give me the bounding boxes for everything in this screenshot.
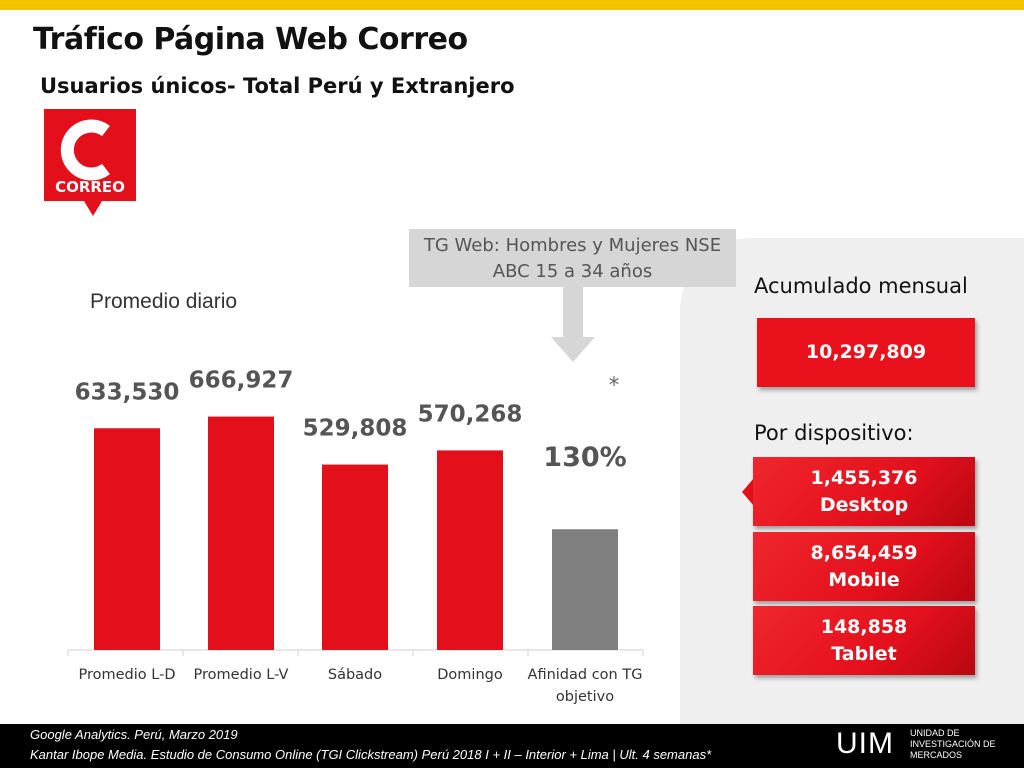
device-label: Por dispositivo: [754,421,914,445]
device-name: Desktop [819,494,909,516]
data-label: 633,530 [75,379,180,405]
uim-brand-text: UNIDAD DE INVESTIGACIÓN DE MERCADOS [910,728,996,761]
data-label: 529,808 [303,416,408,442]
device-box-desktop: 1,455,376 Desktop [753,457,975,526]
top-accent-bar [0,0,1024,10]
logo-letter-c [60,119,110,181]
category-label: Domingo [437,667,503,683]
data-label: 130% [543,442,626,473]
bar-4 [437,450,503,650]
logo-text: CORREO [55,178,125,196]
category-label: Sábado [328,667,382,683]
bar-3 [322,464,388,650]
device-value: 1,455,376 [810,467,918,489]
callout-line-2: ABC 15 a 34 años [492,261,653,282]
device-box-tablet: 148,858 Tablet [753,606,975,675]
monthly-total-box: 10,297,809 [757,318,975,387]
footer-source-1: Google Analytics. Perú, Marzo 2019 [30,727,238,742]
footer: Google Analytics. Perú, Marzo 2019 Kanta… [0,724,1024,768]
device-name: Mobile [828,569,900,591]
bar-2 [208,416,274,650]
uim-brand-line: INVESTIGACIÓN DE [910,739,996,749]
category-label: objetivo [556,689,614,705]
page-title: Tráfico Página Web Correo [33,22,468,57]
callout-down-arrow-icon [551,287,595,362]
target-group-callout: TG Web: Hombres y Mujeres NSE ABC 15 a 3… [409,229,736,287]
category-label: Promedio L-V [194,667,289,683]
bar-affinity [552,529,618,650]
bar-1 [94,428,160,650]
chart-title: Promedio diario [90,290,238,313]
logo-speech-tail [84,201,102,216]
page-subtitle: Usuarios únicos- Total Perú y Extranjero [40,74,515,98]
monthly-total-label: Acumulado mensual [754,274,968,298]
device-value: 8,654,459 [810,542,918,564]
uim-logo: UIM [836,727,894,760]
category-label: Promedio L-D [79,667,176,683]
uim-brand-line: UNIDAD DE [910,728,960,738]
device-value: 148,858 [820,616,908,638]
correo-logo: CORREO [44,109,136,216]
device-pointer-icon [742,478,754,506]
callout-line-1: TG Web: Hombres y Mujeres NSE [423,235,722,256]
category-label: Afinidad con TG [528,667,643,683]
data-label: 570,268 [418,401,523,427]
uim-brand-line: MERCADOS [910,750,963,760]
affinity-footnote-mark: * [609,373,620,397]
footer-source-2: Kantar Ibope Media. Estudio de Consumo O… [30,747,712,762]
device-box-mobile: 8,654,459 Mobile [753,532,975,601]
data-label: 666,927 [189,368,294,394]
device-name: Tablet [831,643,897,665]
